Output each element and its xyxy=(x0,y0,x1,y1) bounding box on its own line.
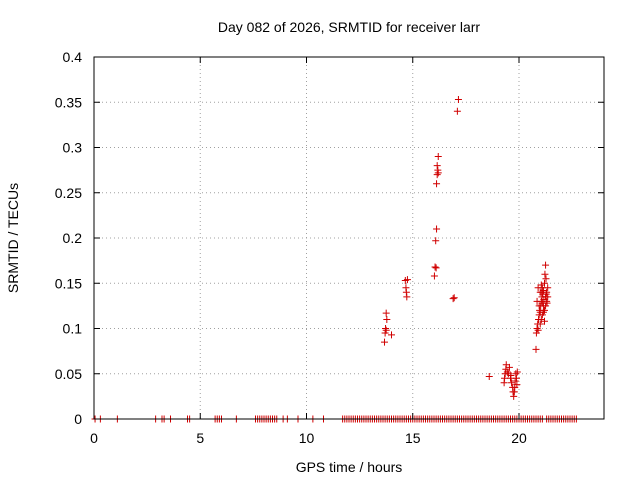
data-point xyxy=(433,225,441,233)
y-tick-label: 0.1 xyxy=(63,321,83,337)
x-tick-labels: 0 5 10 15 20 xyxy=(90,430,527,446)
data-point xyxy=(543,297,551,305)
data-point xyxy=(403,276,411,284)
data-point xyxy=(430,272,438,280)
data-point xyxy=(503,368,511,376)
data-point xyxy=(513,368,521,376)
data-point xyxy=(541,279,548,287)
data-point xyxy=(536,288,544,296)
data-point xyxy=(510,392,518,400)
data-point xyxy=(505,363,513,371)
data-point xyxy=(433,180,441,188)
data-point xyxy=(382,309,390,317)
data-point xyxy=(544,284,552,292)
x-tick-label: 15 xyxy=(405,430,421,446)
y-tick-label: 0.2 xyxy=(63,230,83,246)
data-point xyxy=(383,315,391,323)
data-point xyxy=(508,379,516,387)
axis-ticks xyxy=(93,56,604,420)
data-point xyxy=(542,275,550,283)
x-tick-label: 5 xyxy=(196,430,204,446)
y-tick-label: 0 xyxy=(74,411,82,427)
x-axis-title: GPS time / hours xyxy=(296,459,403,475)
data-point xyxy=(541,306,548,314)
data-point xyxy=(533,297,541,305)
data-point xyxy=(432,237,440,245)
data-point xyxy=(501,374,509,382)
data-point xyxy=(433,171,441,179)
data-point xyxy=(534,326,542,334)
data-point xyxy=(512,374,520,382)
data-point xyxy=(507,372,515,380)
data-point xyxy=(382,326,390,334)
data-point xyxy=(535,302,543,310)
y-tick-labels: 0 0.05 0.1 0.15 0.2 0.25 0.3 0.35 0.4 xyxy=(55,49,82,427)
data-point xyxy=(539,286,547,294)
data-point xyxy=(541,317,548,325)
data-point xyxy=(532,345,540,353)
x-tick-label: 0 xyxy=(90,430,98,446)
y-tick-label: 0.4 xyxy=(63,49,83,65)
data-point xyxy=(512,370,520,378)
data-point xyxy=(542,261,550,269)
data-point xyxy=(542,302,550,310)
data-point xyxy=(432,264,440,272)
data-point xyxy=(382,325,390,332)
x-tick-label: 20 xyxy=(511,430,527,446)
data-point xyxy=(431,263,439,271)
data-point xyxy=(434,153,442,161)
data-point xyxy=(454,96,462,104)
chart-title: Day 082 of 2026, SRMTID for receiver lar… xyxy=(218,19,481,35)
data-point xyxy=(380,338,388,346)
y-tick-label: 0.35 xyxy=(55,94,82,110)
data-point xyxy=(403,293,411,301)
y-tick-label: 0.15 xyxy=(55,275,82,291)
data-point xyxy=(450,294,458,302)
y-tick-label: 0.3 xyxy=(63,140,83,156)
data-point xyxy=(449,295,457,303)
data-point xyxy=(537,315,545,323)
data-point xyxy=(434,169,442,177)
data-point xyxy=(542,290,550,298)
data-point xyxy=(433,162,441,170)
data-point xyxy=(539,308,547,316)
data-point xyxy=(533,325,541,332)
data-point xyxy=(388,331,395,339)
data-point xyxy=(485,372,493,380)
y-axis-title: SRMTID / TECUs xyxy=(5,183,21,293)
y-tick-label: 0.25 xyxy=(55,185,82,201)
y-tick-label: 0.05 xyxy=(55,366,82,382)
data-point xyxy=(536,320,544,328)
data-point xyxy=(453,107,461,115)
data-point xyxy=(513,381,521,389)
data-point xyxy=(537,281,545,289)
data-point xyxy=(541,270,549,278)
x-tick-label: 10 xyxy=(299,430,315,446)
